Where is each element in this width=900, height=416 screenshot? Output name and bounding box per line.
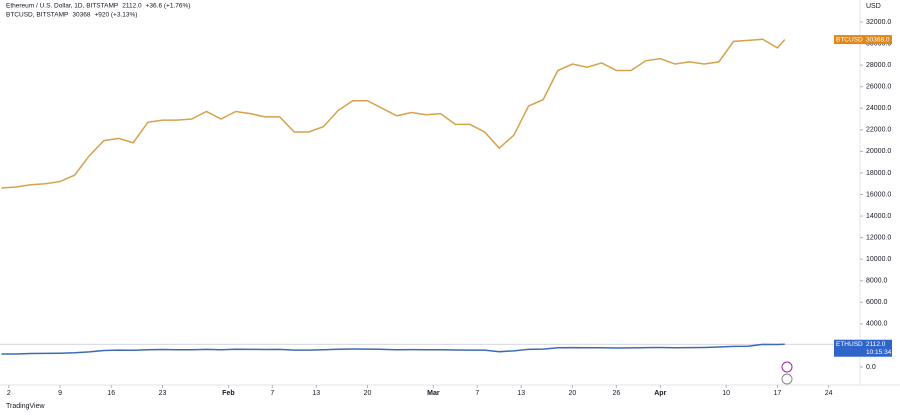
- currency: USD: [866, 3, 881, 10]
- x-tick-label: 9: [58, 390, 62, 397]
- y-tick-label: 10000.0: [866, 256, 891, 263]
- price-badge: [834, 339, 892, 357]
- y-tick-label: 4000.0: [866, 321, 888, 328]
- badge-name: BTCUSD: [836, 36, 863, 43]
- x-tick-label: 23: [159, 390, 167, 397]
- x-tick-label: 20: [569, 390, 577, 397]
- x-tick-label: 17: [774, 390, 782, 397]
- x-tick-label: 20: [364, 390, 372, 397]
- y-tick-label: 12000.0: [866, 234, 891, 241]
- legend-change: +920 (+3.13%): [94, 12, 137, 19]
- x-tick-label: 10: [722, 390, 730, 397]
- x-tick-label: 26: [612, 390, 620, 397]
- x-tick-label: 13: [312, 390, 320, 397]
- badge-value: 2112.0: [866, 341, 886, 348]
- y-tick-label: 8000.0: [866, 278, 888, 285]
- x-tick-label: 7: [270, 390, 274, 397]
- y-tick-label: 14000.0: [866, 213, 891, 220]
- series-line: [1, 38, 786, 189]
- legend-title: BTCUSD, BITSTAMP: [6, 12, 68, 19]
- x-tick-label: 16: [107, 390, 115, 397]
- badge-value: 30368.0: [866, 36, 890, 43]
- y-tick-label: 28000.0: [866, 62, 891, 69]
- legend-value: 2112.0: [122, 3, 142, 10]
- event-icon[interactable]: [781, 361, 793, 373]
- x-tick-label: 7: [475, 390, 479, 397]
- legend-value: 30368: [72, 12, 90, 19]
- badge-countdown: 10:15:34: [866, 349, 892, 356]
- series-line: [1, 343, 785, 355]
- x-tick-label: Feb: [222, 390, 234, 397]
- price-badge: [834, 35, 892, 45]
- y-tick-label: 26000.0: [866, 84, 891, 91]
- x-tick-label: Apr: [654, 390, 666, 397]
- legend-change: +36.6 (+1.76%): [146, 3, 191, 10]
- x-tick-label: 13: [517, 390, 525, 397]
- y-tick-label: 0.0: [866, 364, 876, 371]
- x-tick-label: 2: [7, 390, 11, 397]
- y-tick-label: 18000.0: [866, 170, 891, 177]
- x-tick-label: 24: [825, 390, 833, 397]
- legend-title: Ethereum / U.S. Dollar, 1D, BITSTAMP: [6, 3, 118, 10]
- brand: TradingView: [6, 403, 45, 410]
- y-tick-label: 6000.0: [866, 299, 888, 306]
- badge-name: ETHUSD: [836, 341, 863, 348]
- y-tick-label: 16000.0: [866, 191, 891, 198]
- y-tick-label: 20000.0: [866, 148, 891, 155]
- y-tick-label: 24000.0: [866, 105, 891, 112]
- x-tick-label: Mar: [427, 390, 440, 397]
- y-tick-label: 22000.0: [866, 127, 891, 134]
- event-icon[interactable]: [781, 373, 793, 385]
- y-tick-label: 32000.0: [866, 19, 891, 26]
